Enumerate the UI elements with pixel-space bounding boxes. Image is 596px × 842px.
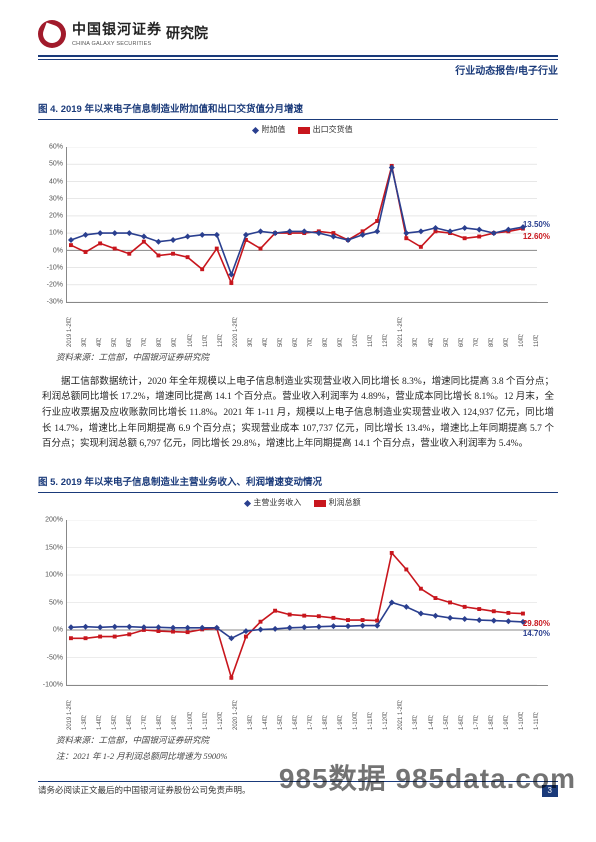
fig4-chart: -30%-20%-10%0%10%20%30%40%50%60% 13.50% … [66,147,548,303]
fig4-end-a: 13.50% [523,219,550,232]
fig5-yaxis: -100%-50%0%50%100%150%200% [41,520,65,685]
fig4-legend-b: 出口交货值 [313,125,353,134]
fig4-legend-marker-b [298,127,310,134]
fig5-xaxis: 2019 1-2月1-3月1-4月1-5月1-6月1-7月1-8月1-9月1-1… [66,688,548,730]
fig5-legend-b: 利润总额 [329,498,361,507]
fig4-source: 资料来源：工信部，中国银河证券研究院 [56,351,558,365]
fig4-yaxis: -30%-20%-10%0%10%20%30%40%50%60% [41,147,65,302]
logo-text: 中国银河证券 CHINA GALAXY SECURITIES [72,18,162,49]
header: 中国银河证券 CHINA GALAXY SECURITIES 研究院 [38,18,558,53]
fig5-legend: 主营业务收入 利润总额 [38,497,558,510]
logo-icon [38,20,66,48]
fig4-legend-marker-a [252,127,259,134]
logo-en: CHINA GALAXY SECURITIES [72,40,162,49]
fig4-xaxis: 2019 1-2月3月4月5月6月7月8月9月10月11月12月2020 1-2… [66,305,548,347]
fig4-title: 图 4. 2019 年以来电子信息制造业附加值和出口交货值分月增速 [38,102,558,120]
header-rule [38,55,558,60]
fig5-legend-a: 主营业务收入 [253,498,301,507]
fig5-chart: -100%-50%0%50%100%150%200% 29.80% 14.70% [66,520,548,686]
footer-disclaimer: 请务必阅读正文最后的中国银河证券股份公司免责声明。 [38,784,251,798]
fig5-end-a: 14.70% [523,628,550,641]
logo-block: 中国银河证券 CHINA GALAXY SECURITIES 研究院 [38,18,208,49]
logo-cn: 中国银河证券 [72,18,162,40]
logo-suffix: 研究院 [166,22,208,44]
fig5-title: 图 5. 2019 年以来电子信息制造业主营业务收入、利润增速变动情况 [38,475,558,493]
page-root: 中国银河证券 CHINA GALAXY SECURITIES 研究院 行业动态报… [0,0,596,808]
fig5-svg [67,520,537,685]
fig4-legend: 附加值 出口交货值 [38,124,558,137]
body-paragraph: 据工信部数据统计，2020 年全年规模以上电子信息制造业实现营业收入同比增长 8… [42,375,554,453]
fig4-end-b: 12.60% [523,231,550,244]
fig4-svg [67,147,537,302]
header-right: 行业动态报告/电子行业 [38,64,558,80]
fig4-legend-a: 附加值 [261,125,285,134]
fig5-legend-marker-a [244,500,251,507]
fig5-source: 资料来源：工信部，中国银河证券研究院 [56,734,558,748]
watermark: 985数据 985data.com [279,757,576,802]
fig5-legend-marker-b [314,500,326,507]
